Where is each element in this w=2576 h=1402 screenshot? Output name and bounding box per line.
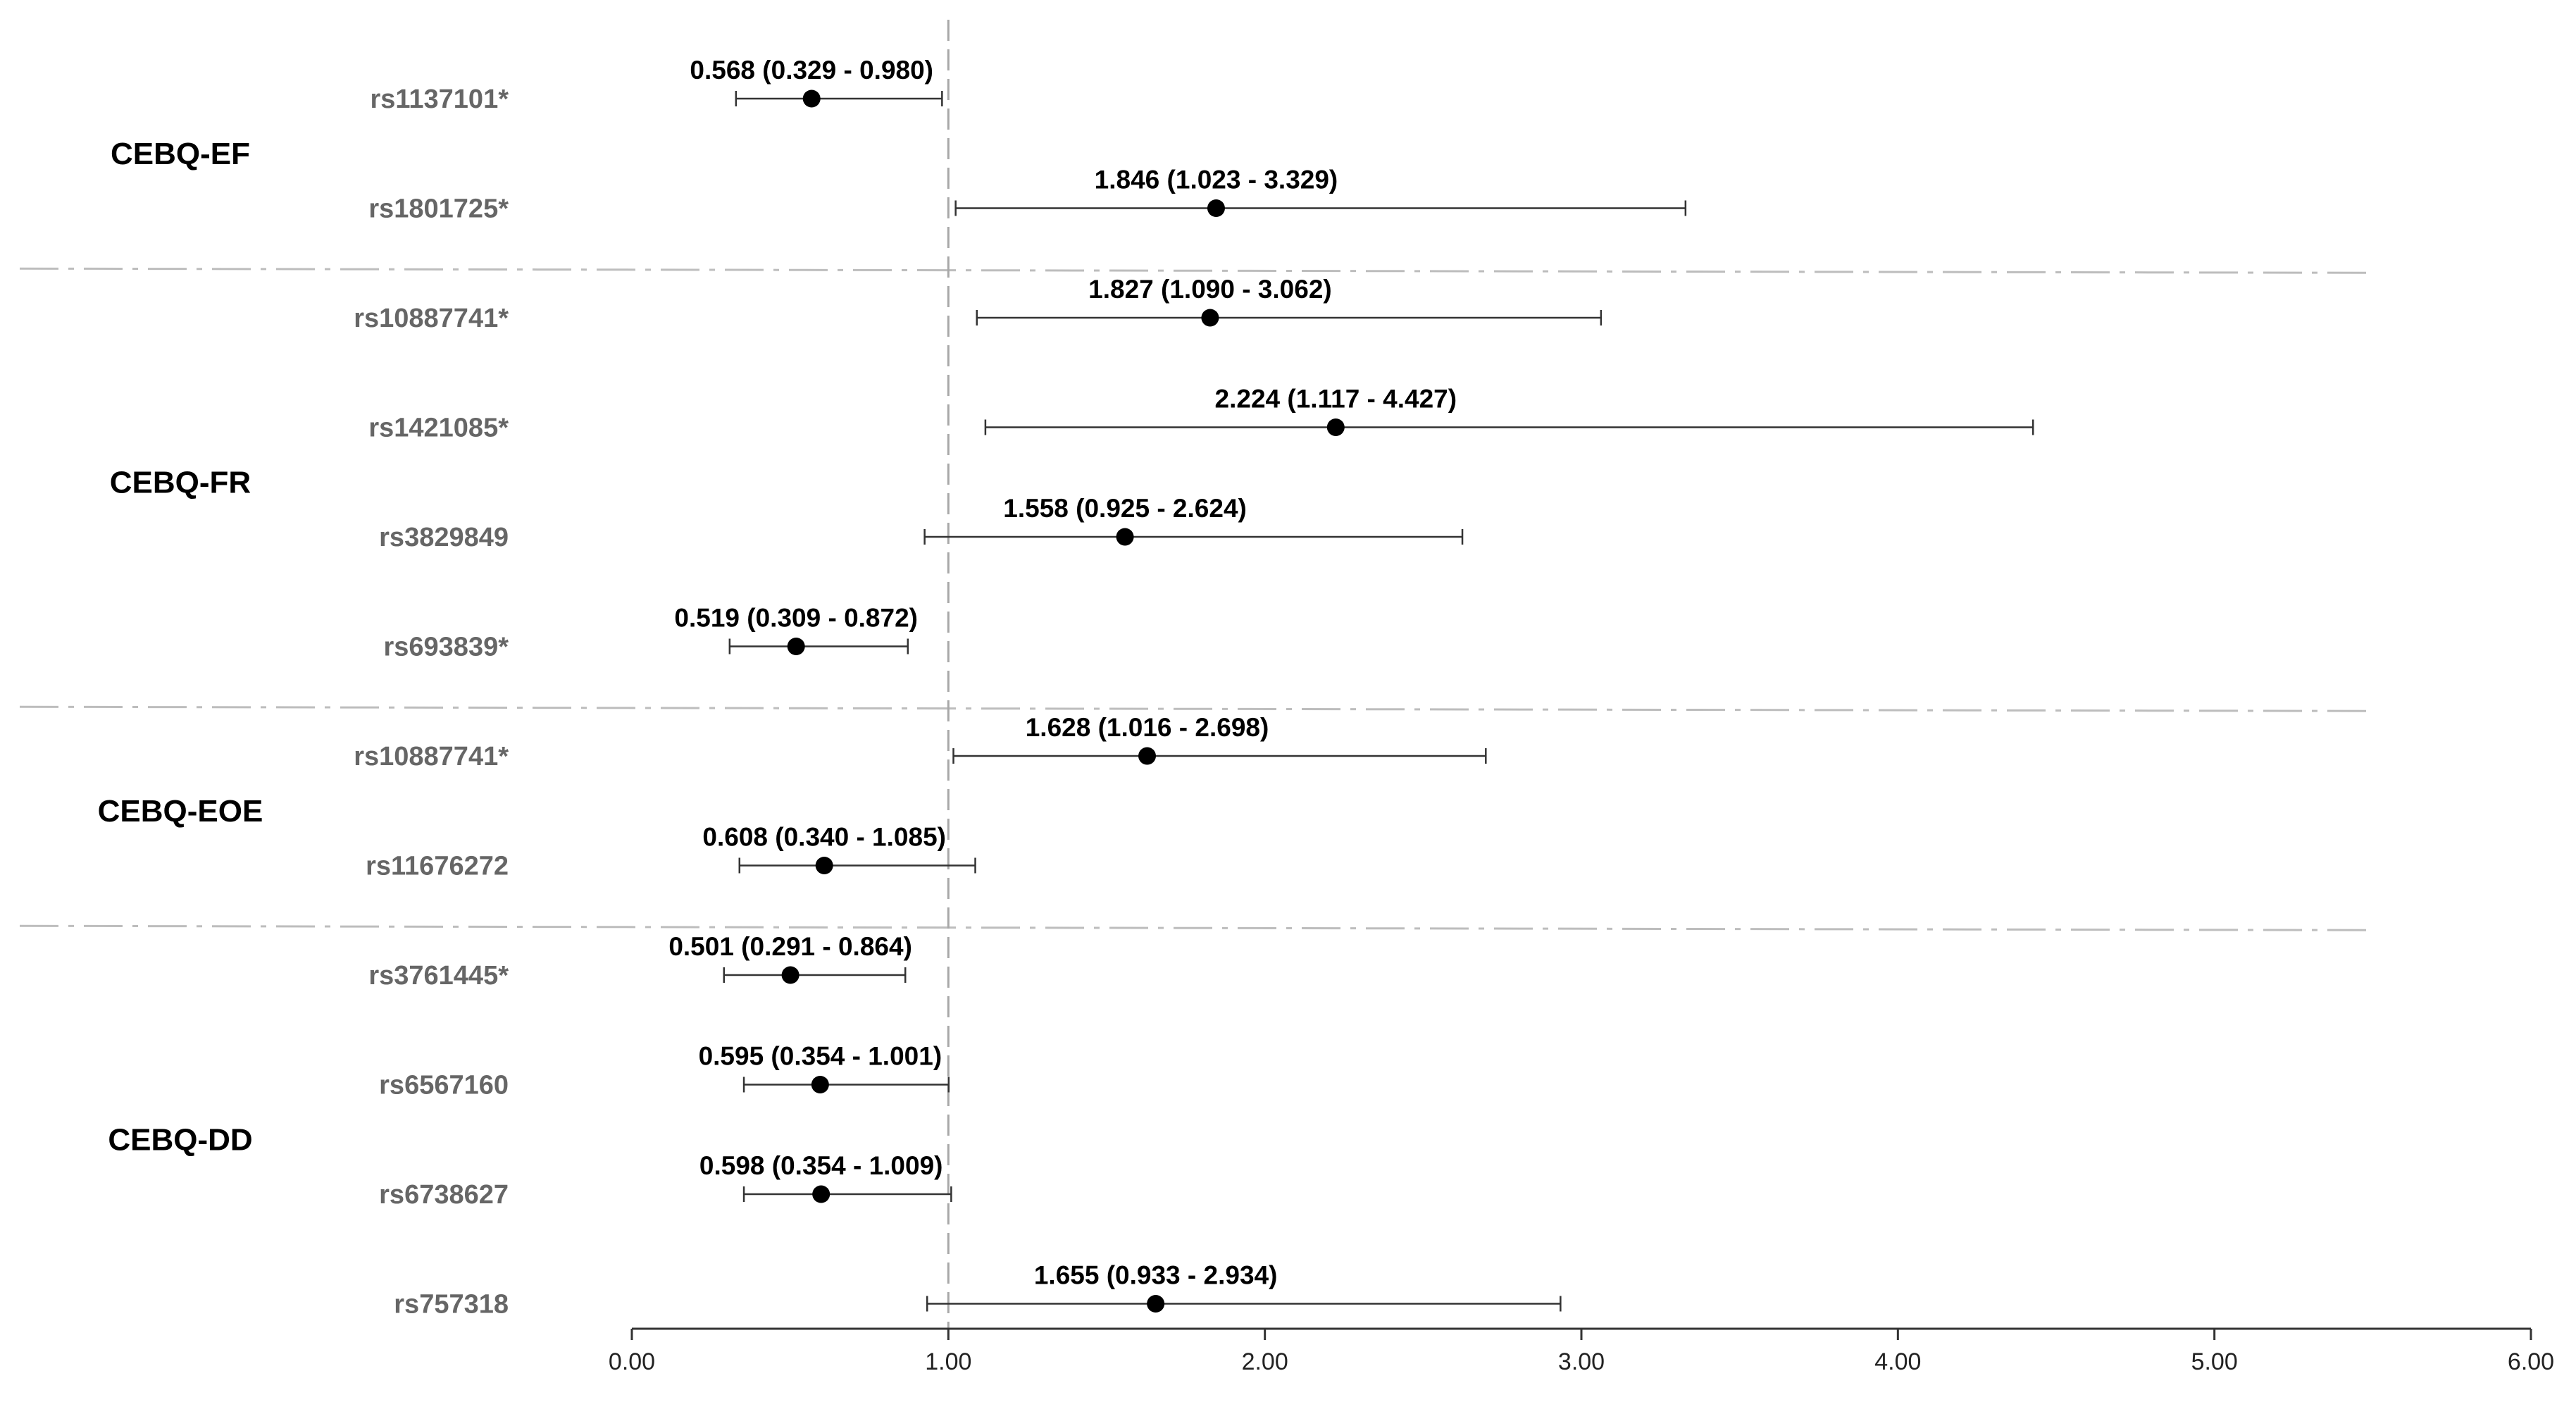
ci-value-label: 1.846 (1.023 - 3.329) — [1095, 166, 1338, 194]
forest-row: rs757318 1.655 (0.933 - 2.934) — [394, 1261, 1562, 1320]
forest-row: rs1137101* 0.568 (0.329 - 0.980) — [370, 56, 943, 114]
ci-value-label: 0.568 (0.329 - 0.980) — [690, 56, 933, 85]
forest-row: rs1421085* 2.224 (1.117 - 4.427) — [368, 385, 2034, 443]
ci-value-label: 1.628 (1.016 - 2.698) — [1026, 713, 1269, 742]
odds-ratio-point — [787, 638, 805, 655]
forest-row: rs10887741* 1.628 (1.016 - 2.698) — [354, 713, 1487, 771]
x-tick-label: 1.00 — [925, 1348, 971, 1375]
forest-row: rs6738627 0.598 (0.354 - 1.009) — [379, 1151, 952, 1210]
snp-label: rs6567160 — [379, 1071, 509, 1100]
group-label: CEBQ-EOE — [98, 794, 263, 829]
snp-label: rs1137101* — [370, 85, 509, 114]
forest-row: rs11676272 0.608 (0.340 - 1.085) — [366, 823, 976, 881]
group-separator — [19, 267, 2367, 274]
x-tick-label: 4.00 — [1874, 1348, 1921, 1375]
x-tick-label: 0.00 — [609, 1348, 655, 1375]
group-labels: CEBQ-EF CEBQ-FR CEBQ-EOE CEBQ-DD — [98, 137, 263, 1158]
snp-label: rs11676272 — [366, 852, 509, 881]
odds-ratio-point — [1201, 309, 1219, 327]
odds-ratio-point — [815, 857, 833, 874]
forest-row: rs10887741* 1.827 (1.090 - 3.062) — [354, 275, 1603, 333]
snp-label: rs693839* — [383, 633, 509, 662]
ci-value-label: 0.595 (0.354 - 1.001) — [699, 1042, 942, 1071]
group-label: CEBQ-EF — [111, 137, 250, 171]
forest-row: rs1801725* 1.846 (1.023 - 3.329) — [368, 166, 1687, 224]
x-tick-label: 6.00 — [2508, 1348, 2554, 1375]
odds-ratio-point — [1138, 747, 1157, 765]
forest-row: rs693839* 0.519 (0.309 - 0.872) — [383, 604, 918, 662]
snp-label: rs757318 — [394, 1290, 509, 1320]
forest-rows: rs1137101* 0.568 (0.329 - 0.980) rs1801725… — [354, 56, 2034, 1320]
snp-label: rs3829849 — [379, 523, 509, 552]
forest-row: rs3761445* 0.501 (0.291 - 0.864) — [368, 932, 912, 991]
snp-label: rs1801725* — [368, 194, 509, 224]
ci-value-label: 0.608 (0.340 - 1.085) — [702, 823, 946, 852]
group-label: CEBQ-FR — [110, 465, 251, 500]
forest-row: rs6567160 0.595 (0.354 - 1.001) — [379, 1042, 950, 1100]
odds-ratio-point — [1326, 418, 1345, 436]
x-tick-label: 2.00 — [1242, 1348, 1288, 1375]
group-separators — [19, 267, 2367, 931]
odds-ratio-point — [781, 966, 799, 984]
odds-ratio-point — [802, 89, 821, 108]
group-label: CEBQ-DD — [108, 1122, 252, 1157]
x-axis: 0.00 1.00 2.00 3.00 4.00 5.00 6.00 — [609, 1327, 2554, 1375]
ci-value-label: 1.558 (0.925 - 2.624) — [1003, 494, 1247, 523]
ci-value-label: 0.501 (0.291 - 0.864) — [668, 932, 912, 961]
ci-value-label: 2.224 (1.117 - 4.427) — [1215, 385, 1457, 414]
snp-label: rs10887741* — [354, 742, 509, 771]
odds-ratio-point — [1116, 528, 1134, 546]
x-tick-label: 3.00 — [1558, 1348, 1605, 1375]
group-separator — [19, 705, 2367, 712]
odds-ratio-point — [1147, 1295, 1165, 1313]
ci-value-label: 1.827 (1.090 - 3.062) — [1088, 275, 1332, 304]
group-separator — [19, 924, 2367, 931]
odds-ratio-point — [811, 1076, 829, 1093]
odds-ratio-point — [812, 1185, 830, 1203]
odds-ratio-point — [1207, 199, 1225, 217]
snp-label: rs3761445* — [368, 961, 509, 991]
snp-label: rs1421085* — [368, 414, 509, 443]
x-tick-label: 5.00 — [2191, 1348, 2238, 1375]
forest-row: rs3829849 1.558 (0.925 - 2.624) — [379, 494, 1464, 552]
ci-value-label: 0.598 (0.354 - 1.009) — [699, 1151, 943, 1180]
ci-value-label: 0.519 (0.309 - 0.872) — [674, 604, 918, 633]
snp-label: rs10887741* — [354, 304, 509, 333]
ci-value-label: 1.655 (0.933 - 2.934) — [1034, 1261, 1278, 1290]
snp-label: rs6738627 — [379, 1180, 509, 1210]
